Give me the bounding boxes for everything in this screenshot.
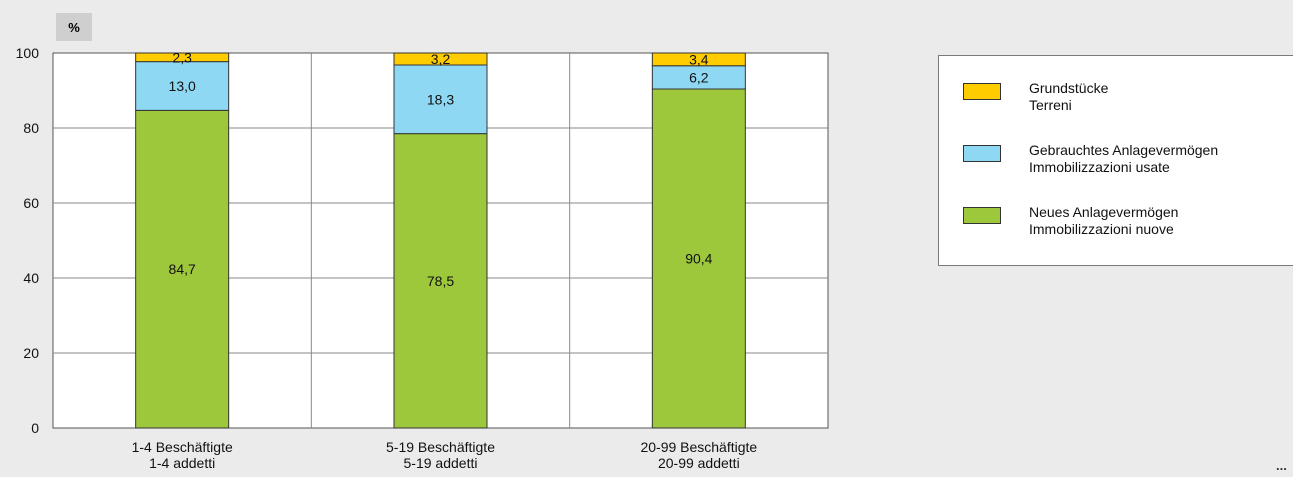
data-label-1-2: 3,2 (431, 51, 451, 67)
data-label-1-0: 78,5 (427, 273, 454, 289)
bar-segment-2-0 (651, 88, 746, 429)
data-label-0-2: 2,3 (172, 49, 192, 65)
legend-label-gebrauchtes: Gebrauchtes Anlagevermögen Immobilizzazi… (1029, 142, 1219, 175)
legend: Grundstücke Terreni Gebrauchtes Anlageve… (938, 55, 1293, 266)
data-label-2-2: 3,4 (689, 51, 709, 67)
data-label-0-1: 13,0 (169, 78, 196, 94)
legend-item-gebrauchtes: Gebrauchtes Anlagevermögen Immobilizzazi… (963, 142, 1218, 176)
legend-label-neues: Neues Anlagevermögen Immobilizzazioni nu… (1029, 204, 1179, 237)
bar-segment-1-2 (393, 52, 488, 66)
y-tick-label-4: 80 (23, 120, 39, 136)
data-label-2-1: 6,2 (689, 69, 709, 85)
x-tick-label-1-1: 5-19 addetti (404, 455, 478, 471)
bar-segment-1-1 (393, 64, 488, 135)
y-tick-label-2: 40 (23, 270, 39, 286)
x-tick-label-1-0: 5-19 Beschäftigte (386, 439, 495, 455)
legend-item-neues: Neues Anlagevermögen Immobilizzazioni nu… (963, 204, 1178, 238)
x-tick-label-0-1: 1-4 addetti (149, 455, 215, 471)
bar-segment-1-0 (393, 133, 488, 429)
legend-swatch-gebrauchtes (963, 145, 1001, 162)
legend-label-grundstuecke: Grundstücke Terreni (1029, 80, 1109, 113)
y-tick-label-0: 0 (31, 420, 39, 436)
x-tick-label-0-0: 1-4 Beschäftigte (132, 439, 233, 455)
legend-swatch-neues (963, 207, 1001, 224)
x-tick-label-2-1: 20-99 addetti (658, 455, 740, 471)
data-label-1-1: 18,3 (427, 91, 454, 107)
x-tick-label-2-0: 20-99 Beschäftigte (640, 439, 757, 455)
legend-swatch-grundstuecke (963, 83, 1001, 100)
data-label-0-0: 84,7 (169, 261, 196, 277)
data-label-2-0: 90,4 (685, 251, 712, 267)
y-tick-label-3: 60 (23, 195, 39, 211)
unit-label: % (56, 13, 92, 41)
legend-item-grundstuecke: Grundstücke Terreni (963, 80, 1108, 114)
bar-segment-2-2 (651, 52, 746, 67)
y-tick-label-5: 100 (16, 45, 40, 61)
more-indicator: ... (1276, 458, 1287, 473)
bar-segment-0-2 (135, 52, 230, 63)
y-tick-label-1: 20 (23, 345, 39, 361)
